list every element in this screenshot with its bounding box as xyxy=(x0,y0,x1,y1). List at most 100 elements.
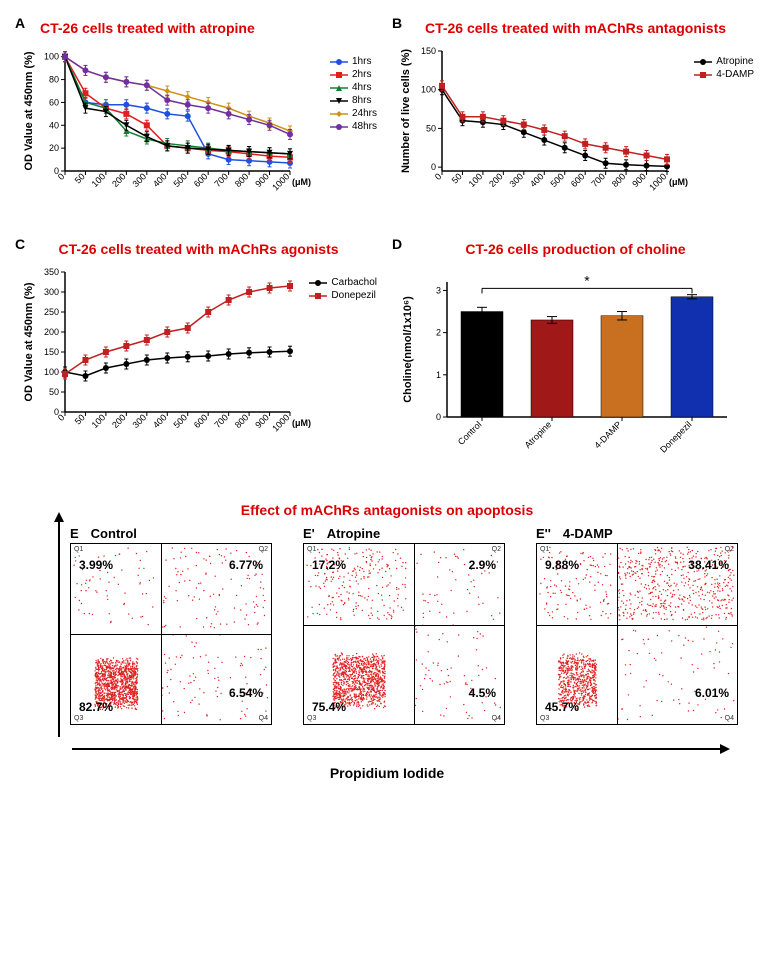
svg-text:(μM): (μM) xyxy=(292,418,311,428)
svg-text:50: 50 xyxy=(450,171,464,185)
svg-text:150: 150 xyxy=(44,347,59,357)
svg-text:0: 0 xyxy=(431,162,436,172)
svg-text:300: 300 xyxy=(44,287,59,297)
svg-text:100: 100 xyxy=(44,367,59,377)
svg-text:*: * xyxy=(584,272,590,288)
svg-text:100: 100 xyxy=(90,412,108,430)
svg-text:300: 300 xyxy=(508,171,526,189)
legend-item: Atropine xyxy=(694,56,754,67)
q2-pct: 6.77% xyxy=(229,558,263,572)
svg-text:0: 0 xyxy=(436,412,441,422)
svg-text:Number of live cells (%): Number of live cells (%) xyxy=(400,49,412,173)
svg-text:1000: 1000 xyxy=(647,171,668,192)
panel-e-title: Effect of mAChRs antagonists on apoptosi… xyxy=(20,502,754,518)
panel-d-title: CT-26 cells production of choline xyxy=(397,241,754,257)
q3-pct: 45.7% xyxy=(545,700,579,714)
flow-plot: Q1 Q2 Q3 Q4 9.88% 38.41% 45.7% 6.01% xyxy=(536,543,738,725)
svg-text:250: 250 xyxy=(44,307,59,317)
svg-text:Choline(nmol/1x10⁶): Choline(nmol/1x10⁶) xyxy=(402,296,414,403)
q3-pct: 75.4% xyxy=(312,700,346,714)
legend-item: 4hrs xyxy=(330,82,377,93)
panel-b-title: CT-26 cells treated with mAChRs antagoni… xyxy=(397,20,754,36)
legend-item: 8hrs xyxy=(330,95,377,106)
svg-text:150: 150 xyxy=(421,46,436,56)
svg-text:800: 800 xyxy=(610,171,628,189)
svg-text:500: 500 xyxy=(548,171,566,189)
q4-pct: 6.54% xyxy=(229,686,263,700)
svg-text:300: 300 xyxy=(131,171,149,189)
panel-a: A CT-26 cells treated with atropine 0204… xyxy=(20,20,377,211)
svg-text:4-DAMP: 4-DAMP xyxy=(592,419,623,450)
svg-text:600: 600 xyxy=(192,171,210,189)
svg-text:500: 500 xyxy=(171,412,189,430)
svg-text:100: 100 xyxy=(90,171,108,189)
svg-text:900: 900 xyxy=(253,412,271,430)
svg-text:40: 40 xyxy=(49,120,59,130)
q1-pct: 17.2% xyxy=(312,558,346,572)
svg-text:100: 100 xyxy=(467,171,485,189)
chart-d: 0123ControlAtropine4-DAMPDonepezil*Choli… xyxy=(397,262,754,472)
panel-d: D CT-26 cells production of choline 0123… xyxy=(397,241,754,472)
svg-text:200: 200 xyxy=(44,327,59,337)
chartB-svg: 0501001500501002003004005006007008009001… xyxy=(397,41,737,211)
q1-pct: 9.88% xyxy=(545,558,579,572)
svg-text:700: 700 xyxy=(212,412,230,430)
chart-a: 0204060801000501002003004005006007008009… xyxy=(20,41,377,211)
panel-b-label: B xyxy=(392,15,402,31)
chartA-svg: 0204060801000501002003004005006007008009… xyxy=(20,41,360,211)
figure: A CT-26 cells treated with atropine 0204… xyxy=(20,20,754,781)
svg-text:300: 300 xyxy=(131,412,149,430)
row-1: A CT-26 cells treated with atropine 0204… xyxy=(20,20,754,211)
q4-pct: 6.01% xyxy=(695,686,729,700)
svg-text:2: 2 xyxy=(436,328,441,338)
svg-text:Control: Control xyxy=(456,419,484,447)
svg-text:350: 350 xyxy=(44,267,59,277)
svg-text:600: 600 xyxy=(569,171,587,189)
panel-c: C CT-26 cells treated with mAChRs agonis… xyxy=(20,241,377,472)
q4-pct: 4.5% xyxy=(469,686,496,700)
svg-text:100: 100 xyxy=(421,85,436,95)
legend-item: 1hrs xyxy=(330,56,377,67)
svg-text:1: 1 xyxy=(436,370,441,380)
chart-c: 0501001502002503003500501002003004005006… xyxy=(20,262,377,452)
svg-text:Donepezil: Donepezil xyxy=(658,419,693,454)
flow-sublabel: E'Atropine xyxy=(303,526,521,541)
svg-text:50: 50 xyxy=(49,387,59,397)
flow-plots: EControl Q1 Q2 Q3 Q4 3.99% 6.77% 82.7% 6… xyxy=(70,526,754,725)
svg-text:400: 400 xyxy=(528,171,546,189)
svg-text:50: 50 xyxy=(426,123,436,133)
q2-pct: 2.9% xyxy=(469,558,496,572)
svg-text:60: 60 xyxy=(49,97,59,107)
svg-text:80: 80 xyxy=(49,75,59,85)
svg-text:800: 800 xyxy=(233,171,251,189)
panel-a-title: CT-26 cells treated with atropine xyxy=(40,20,377,36)
svg-text:1000: 1000 xyxy=(270,171,291,192)
legend-item: Carbachol xyxy=(309,277,377,288)
svg-text:OD Value at 450nm (%): OD Value at 450nm (%) xyxy=(23,282,35,402)
chart-b: 0501001500501002003004005006007008009001… xyxy=(397,41,754,211)
svg-text:1000: 1000 xyxy=(270,412,291,433)
q1-pct: 3.99% xyxy=(79,558,113,572)
svg-text:20: 20 xyxy=(49,143,59,153)
svg-text:200: 200 xyxy=(110,171,128,189)
legend-item: 48hrs xyxy=(330,121,377,132)
svg-text:700: 700 xyxy=(589,171,607,189)
flow-sublabel: EControl xyxy=(70,526,288,541)
flow-x-arrow xyxy=(70,742,730,756)
svg-text:400: 400 xyxy=(151,171,169,189)
legend-item: 2hrs xyxy=(330,69,377,80)
chart-d-svg: 0123ControlAtropine4-DAMPDonepezil*Choli… xyxy=(397,262,737,472)
flow-sublabel: E''4-DAMP xyxy=(536,526,754,541)
flow-plot: Q1 Q2 Q3 Q4 17.2% 2.9% 75.4% 4.5% xyxy=(303,543,505,725)
panel-c-title: CT-26 cells treated with mAChRs agonists xyxy=(20,241,377,257)
panel-d-label: D xyxy=(392,236,402,252)
panel-e-row: Effect of mAChRs antagonists on apoptosi… xyxy=(20,502,754,781)
flow-panel-atropine: E'Atropine Q1 Q2 Q3 Q4 17.2% 2.9% 75.4% … xyxy=(303,526,521,725)
flow-plot: Q1 Q2 Q3 Q4 3.99% 6.77% 82.7% 6.54% xyxy=(70,543,272,725)
svg-text:200: 200 xyxy=(110,412,128,430)
svg-text:500: 500 xyxy=(171,171,189,189)
svg-text:600: 600 xyxy=(192,412,210,430)
flow-panel-control: EControl Q1 Q2 Q3 Q4 3.99% 6.77% 82.7% 6… xyxy=(70,526,288,725)
svg-text:900: 900 xyxy=(630,171,648,189)
svg-text:800: 800 xyxy=(233,412,251,430)
